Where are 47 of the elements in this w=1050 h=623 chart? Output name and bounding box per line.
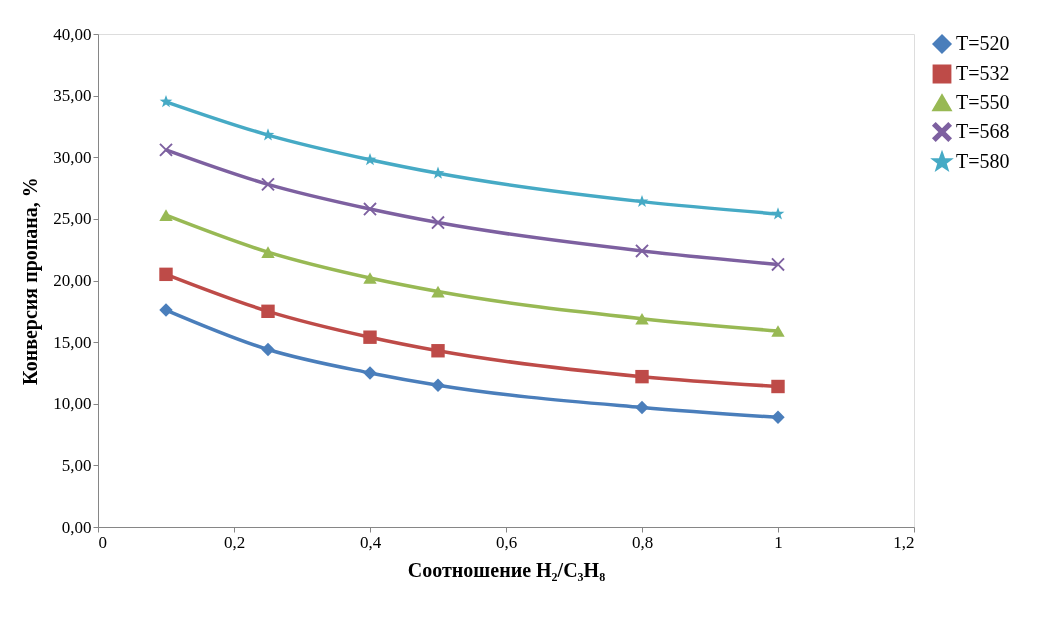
point (431, 344, 445, 358)
point (771, 207, 785, 220)
point (363, 202, 377, 216)
y-tick-label: 35,00 (53, 86, 92, 106)
point (635, 369, 649, 384)
y-tick-label: 30,00 (53, 147, 92, 167)
legend-label: T=580 (956, 150, 1010, 172)
x-tick-label: 0,2 (223, 532, 246, 552)
x-tick-label: 0,6 (495, 532, 518, 552)
point (363, 272, 377, 284)
point (363, 366, 377, 380)
point (159, 209, 173, 221)
point (635, 194, 649, 208)
point (159, 267, 173, 282)
point (771, 325, 785, 337)
y-axis-title: Конверсия пропана, % (19, 177, 43, 385)
point (261, 342, 275, 357)
legend-label: T=568 (956, 120, 1010, 142)
point (431, 378, 445, 392)
point (363, 330, 377, 344)
point (771, 410, 785, 425)
legend-label: T=532 (956, 62, 1010, 84)
point (635, 400, 649, 415)
x-tick-label: 0,4 (359, 532, 382, 552)
y-tick-label: 0,00 (61, 517, 92, 537)
x-tick-label: 0,8 (631, 532, 654, 552)
point (635, 312, 649, 325)
point (431, 285, 445, 298)
point (159, 95, 173, 108)
point (771, 379, 785, 394)
point (635, 244, 649, 258)
legend-label: T=520 (956, 32, 1010, 54)
y-tick-label: 25,00 (53, 209, 92, 229)
x-tick-label: 0 (98, 532, 107, 552)
y-tick-label: 20,00 (53, 271, 92, 290)
x-axis-title: Соотношение H₂/C₃H₈ (407, 558, 606, 581)
point (159, 143, 173, 157)
legend-label: T=550 (956, 91, 1010, 113)
x-tick-label: 1,2 (893, 532, 915, 552)
y-tick-label: 10,00 (53, 394, 92, 414)
point (261, 304, 275, 319)
point (159, 303, 173, 317)
y-tick-label: 40,00 (53, 24, 92, 44)
x-tick-label: 1 (774, 532, 783, 552)
y-tick-label: 15,00 (53, 332, 92, 352)
point (261, 246, 275, 258)
y-tick-label: 5,00 (61, 455, 92, 475)
